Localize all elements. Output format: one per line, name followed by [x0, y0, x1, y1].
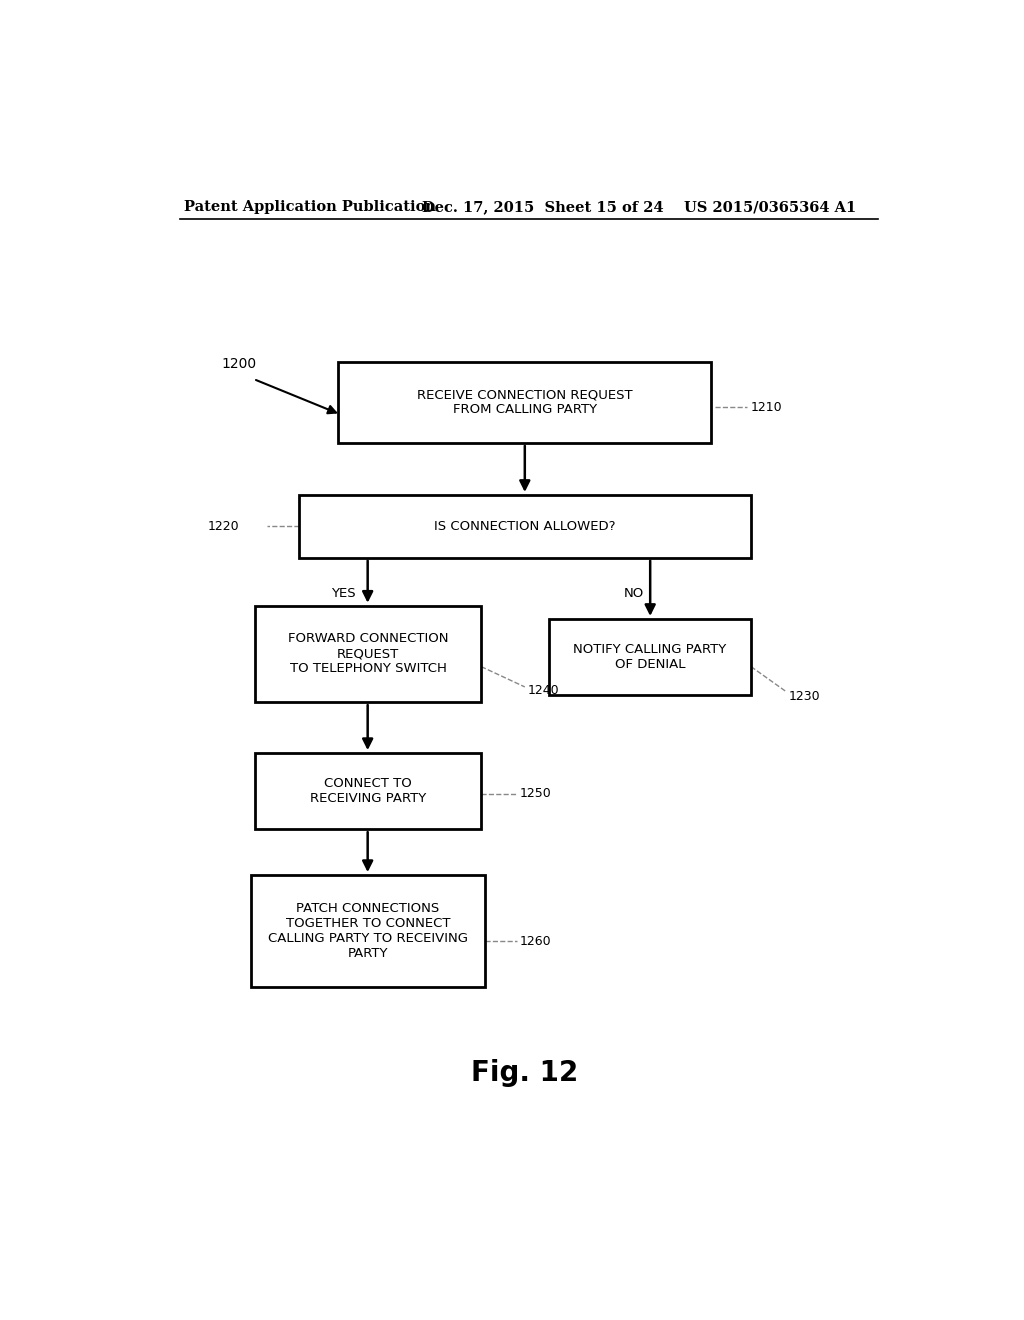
Text: IS CONNECTION ALLOWED?: IS CONNECTION ALLOWED? [434, 520, 615, 533]
Text: 1250: 1250 [519, 787, 551, 800]
Bar [255, 606, 481, 702]
Text: 1220: 1220 [207, 520, 239, 533]
Text: YES: YES [332, 587, 356, 599]
Text: FORWARD CONNECTION
REQUEST
TO TELEPHONY SWITCH: FORWARD CONNECTION REQUEST TO TELEPHONY … [288, 632, 449, 676]
Text: 1210: 1210 [751, 401, 782, 414]
Text: NO: NO [625, 587, 644, 599]
Text: CONNECT TO
RECEIVING PARTY: CONNECT TO RECEIVING PARTY [310, 777, 426, 805]
Bar [338, 362, 712, 444]
Text: 1200: 1200 [221, 356, 257, 371]
Bar [299, 495, 751, 558]
Text: PATCH CONNECTIONS
TOGETHER TO CONNECT
CALLING PARTY TO RECEIVING
PARTY: PATCH CONNECTIONS TOGETHER TO CONNECT CA… [268, 902, 468, 960]
Bar [549, 619, 751, 696]
Bar [255, 752, 481, 829]
Bar [251, 875, 485, 987]
Text: Dec. 17, 2015  Sheet 15 of 24: Dec. 17, 2015 Sheet 15 of 24 [422, 201, 664, 214]
Text: 1240: 1240 [527, 685, 559, 697]
Text: US 2015/0365364 A1: US 2015/0365364 A1 [684, 201, 856, 214]
Text: 1260: 1260 [519, 935, 551, 948]
Text: Fig. 12: Fig. 12 [471, 1059, 579, 1088]
Text: RECEIVE CONNECTION REQUEST
FROM CALLING PARTY: RECEIVE CONNECTION REQUEST FROM CALLING … [417, 388, 633, 416]
Text: 1230: 1230 [790, 689, 820, 702]
Text: Patent Application Publication: Patent Application Publication [183, 201, 435, 214]
Text: NOTIFY CALLING PARTY
OF DENIAL: NOTIFY CALLING PARTY OF DENIAL [573, 643, 726, 671]
